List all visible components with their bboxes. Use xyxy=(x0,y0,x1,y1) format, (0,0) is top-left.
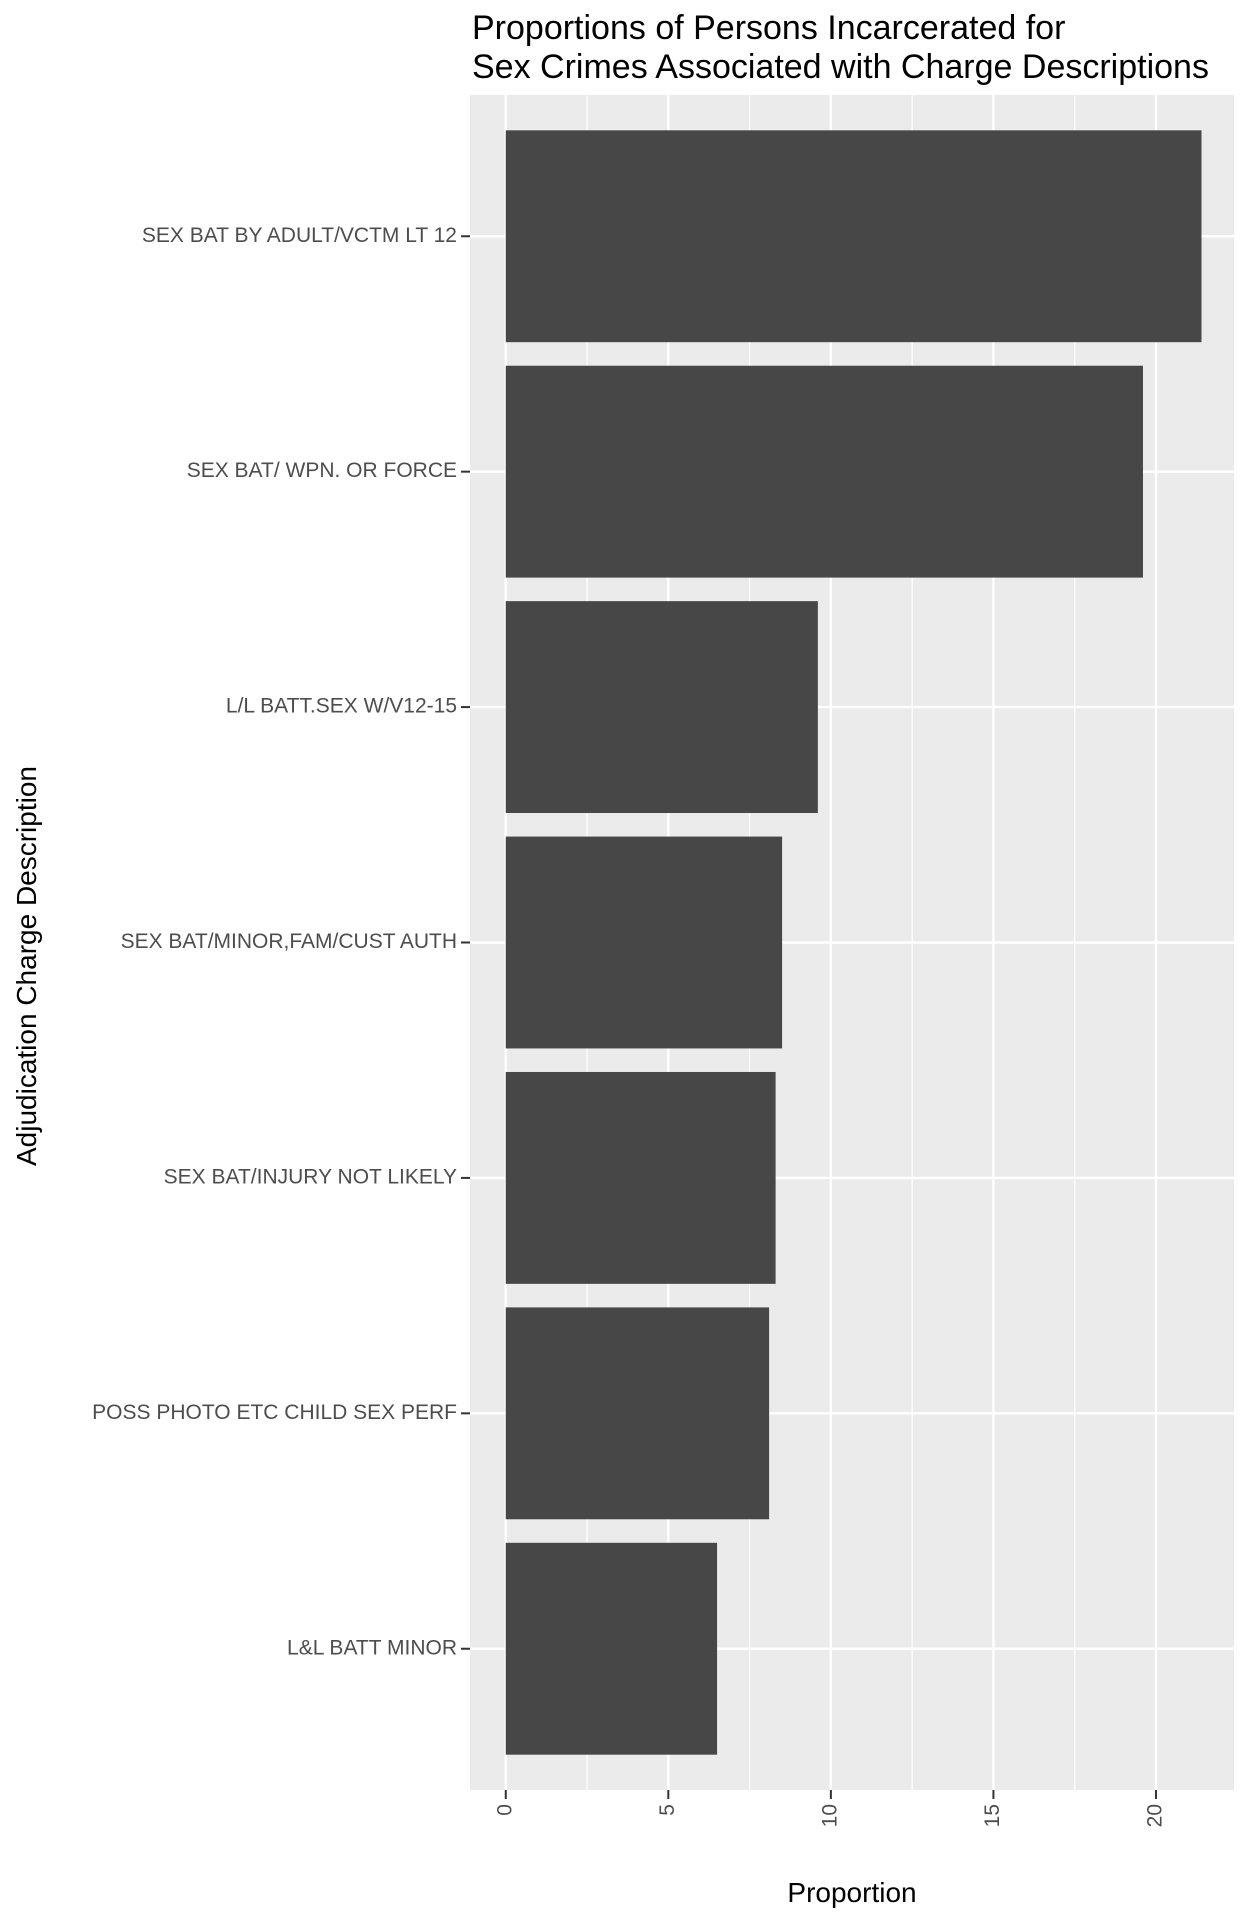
y-axis: SEX BAT BY ADULT/VCTM LT 12 SEX BAT/ WPN.… xyxy=(92,224,470,1659)
x-axis-title: Proportion xyxy=(787,1877,916,1908)
category-label: SEX BAT/INJURY NOT LIKELY xyxy=(164,1165,457,1188)
bar xyxy=(505,1307,770,1520)
chart-title-line-1: Proportions of Persons Incarcerated for xyxy=(472,9,1065,47)
bar xyxy=(505,130,1202,343)
bar xyxy=(505,365,1143,578)
x-tick-label: 15 xyxy=(981,1804,1004,1827)
category-label: L&L BATT MINOR xyxy=(287,1636,457,1659)
bar xyxy=(505,1542,718,1755)
x-tick-label: 5 xyxy=(656,1804,679,1816)
category-label: SEX BAT/MINOR,FAM/CUST AUTH xyxy=(121,930,457,953)
bar xyxy=(505,1071,776,1284)
y-axis-title: Adjudication Charge Description xyxy=(11,766,42,1166)
chart-title-line-2: Sex Crimes Associated with Charge Descri… xyxy=(472,48,1209,86)
category-label: POSS PHOTO ETC CHILD SEX PERF xyxy=(92,1401,457,1424)
bar xyxy=(505,601,818,814)
x-tick-label: 0 xyxy=(493,1804,516,1816)
bars xyxy=(505,130,1202,1755)
x-axis: 0 5 10 15 20 xyxy=(493,1790,1167,1827)
bar xyxy=(505,836,783,1049)
x-tick-label: 10 xyxy=(818,1804,841,1827)
category-label: SEX BAT BY ADULT/VCTM LT 12 xyxy=(142,224,457,247)
category-label: L/L BATT.SEX W/V12-15 xyxy=(226,695,457,718)
x-tick-label: 20 xyxy=(1144,1804,1167,1827)
category-label: SEX BAT/ WPN. OR FORCE xyxy=(187,459,457,482)
